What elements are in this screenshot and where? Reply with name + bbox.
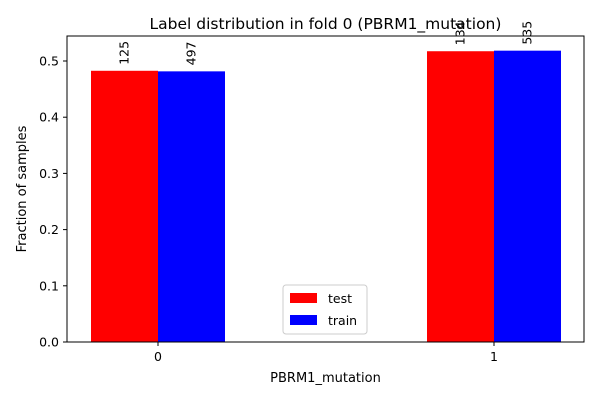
plot-frame: [66, 35, 585, 343]
y-tick-label-0.0: 0.0: [39, 335, 59, 350]
y-axis: 0.0 0.1 0.2 0.3 0.4 0.5: [39, 54, 67, 350]
x-axis-label: PBRM1_mutation: [270, 371, 381, 386]
y-tick-label-0.4: 0.4: [39, 110, 59, 125]
data-label-test-0: 125: [117, 41, 132, 65]
data-label-test-1: 134: [453, 21, 468, 45]
chart-title: Label distribution in fold 0 (PBRM1_muta…: [150, 15, 502, 34]
y-tick-label-0.1: 0.1: [39, 278, 59, 293]
data-labels-group: 125 134 497 535: [117, 21, 535, 66]
y-tick-label-0.5: 0.5: [39, 54, 59, 69]
x-tick-label-1: 1: [490, 349, 498, 364]
legend: test train: [282, 284, 368, 335]
data-label-train-0: 497: [184, 41, 199, 65]
y-axis-label: Fraction of samples: [15, 125, 30, 252]
data-label-train-1: 535: [520, 21, 535, 45]
bar-test-0: [91, 70, 158, 342]
legend-label-train: train: [328, 313, 357, 328]
bars-group: [91, 50, 561, 343]
bar-train-1: [494, 50, 561, 342]
y-tick-label-0.3: 0.3: [39, 166, 59, 181]
bar-test-1: [427, 51, 494, 343]
bar-train-0: [158, 71, 225, 343]
legend-label-test: test: [328, 291, 352, 306]
x-tick-label-0: 0: [154, 349, 162, 364]
y-tick-label-0.2: 0.2: [39, 222, 59, 237]
legend-swatch-test: [290, 293, 317, 303]
legend-swatch-train: [290, 315, 317, 325]
